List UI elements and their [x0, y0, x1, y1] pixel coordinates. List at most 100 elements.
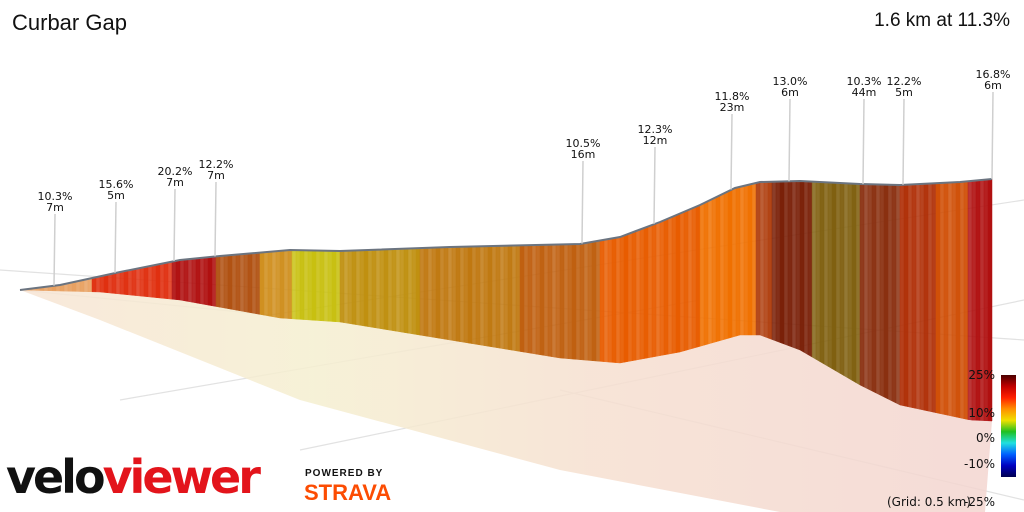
- pin-length: 5m: [895, 86, 913, 99]
- gradient-pin[interactable]: 12.3%12m: [638, 123, 673, 224]
- profile-strip: [707, 198, 713, 345]
- profile-strip: [263, 251, 269, 317]
- profile-strip: [347, 250, 353, 325]
- profile-strip: [687, 208, 693, 351]
- profile-strip: [663, 218, 669, 356]
- profile-strip: [583, 242, 589, 361]
- profile-strip: [607, 238, 613, 363]
- profile-strip: [603, 238, 609, 363]
- profile-strip: [475, 246, 481, 346]
- profile-strip: [371, 249, 377, 329]
- profile-strip: [787, 180, 793, 348]
- profile-strip: [919, 183, 925, 411]
- profile-strip: [551, 244, 557, 358]
- gradient-pin[interactable]: 10.3%7m: [38, 190, 73, 286]
- profile-strip: [643, 226, 649, 359]
- profile-strip: [499, 245, 505, 350]
- veloviewer-logo[interactable]: veloviewer: [6, 450, 261, 504]
- gradient-pin[interactable]: 11.8%23m: [715, 90, 750, 190]
- profile-strip: [235, 254, 241, 312]
- profile-strip: [295, 249, 301, 320]
- gradient-pin[interactable]: 13.0%6m: [773, 75, 808, 182]
- profile-strip: [819, 181, 825, 365]
- profile-strip: [811, 181, 817, 360]
- profile-strip: [755, 181, 761, 336]
- profile-strip: [127, 269, 133, 296]
- profile-strip: [175, 259, 181, 301]
- profile-strip: [803, 180, 809, 356]
- profile-strip: [503, 245, 509, 350]
- profile-strip: [171, 260, 177, 300]
- profile-strip: [431, 247, 437, 339]
- profile-strip: [279, 250, 285, 319]
- gradient-pin[interactable]: 16.8%6m: [976, 68, 1011, 180]
- gradient-pin[interactable]: 20.2%7m: [158, 165, 193, 262]
- profile-strip: [595, 240, 601, 362]
- profile-strip: [399, 248, 405, 333]
- profile-strip: [783, 181, 789, 346]
- profile-strip: [383, 248, 389, 331]
- profile-strip: [959, 181, 965, 420]
- profile-strip: [179, 259, 185, 302]
- pin-length: 6m: [781, 86, 799, 99]
- profile-strip: [703, 200, 709, 346]
- profile-strip: [407, 248, 413, 335]
- gradient-pin[interactable]: 10.5%16m: [566, 137, 601, 244]
- pin-gradient: 20.2%: [158, 165, 193, 178]
- profile-strip: [243, 253, 249, 313]
- profile-strip: [727, 189, 733, 339]
- profile-strip: [723, 191, 729, 340]
- pin-gradient: 13.0%: [773, 75, 808, 88]
- segment-title: Curbar Gap: [12, 10, 127, 35]
- profile-strip: [307, 250, 313, 321]
- profile-strip: [299, 249, 305, 320]
- profile-strip: [159, 262, 165, 299]
- profile-strip: [379, 249, 385, 330]
- gradient-pin[interactable]: 15.6%5m: [99, 178, 134, 273]
- profile-strip: [695, 204, 701, 348]
- profile-strip: [631, 230, 637, 362]
- profile-top-edge: [19, 178, 993, 291]
- gradient-pin[interactable]: 12.2%5m: [887, 75, 922, 185]
- profile-strip: [479, 245, 485, 346]
- profile-strip: [99, 275, 105, 293]
- profile-strip: [887, 184, 893, 402]
- profile-strip: [163, 262, 169, 300]
- profile-strip: [343, 250, 349, 324]
- pin-line: [173, 188, 176, 262]
- profile-strip: [227, 254, 233, 310]
- profile-strip: [627, 232, 633, 362]
- profile-strip: [143, 266, 149, 298]
- profile-strip: [455, 246, 461, 342]
- profile-strip: [271, 250, 277, 318]
- profile-strip: [287, 249, 293, 320]
- profile-strip: [487, 245, 493, 348]
- profile-strip: [79, 279, 85, 292]
- gradient-pin[interactable]: 10.3%44m: [847, 75, 882, 185]
- profile-strip: [331, 250, 337, 323]
- profile-strip: [827, 182, 833, 370]
- profile-strip: [219, 255, 225, 309]
- profile-strip: [859, 183, 865, 388]
- pin-line: [53, 213, 56, 286]
- profile-strip: [191, 258, 197, 304]
- gradient-pin[interactable]: 12.2%7m: [199, 158, 234, 257]
- profile-strip: [135, 267, 141, 297]
- pin-line: [730, 113, 733, 190]
- profile-strip: [523, 244, 529, 354]
- profile-strip: [555, 244, 561, 359]
- profile-strip: [119, 270, 125, 295]
- profile-strip: [875, 184, 881, 396]
- logo-part-viewer: viewer: [102, 450, 261, 504]
- profile-strip: [791, 180, 797, 349]
- profile-strip: [563, 244, 569, 359]
- profile-strip: [519, 245, 525, 353]
- profile-strip: [443, 246, 449, 340]
- pin-gradient: 12.2%: [199, 158, 234, 171]
- profile-strip: [835, 182, 841, 374]
- strava-logo[interactable]: STRAVA: [304, 480, 392, 505]
- profile-strip: [515, 245, 521, 352]
- profile-strip: [895, 184, 901, 406]
- profile-strip: [471, 246, 477, 345]
- profile-strip: [823, 181, 829, 367]
